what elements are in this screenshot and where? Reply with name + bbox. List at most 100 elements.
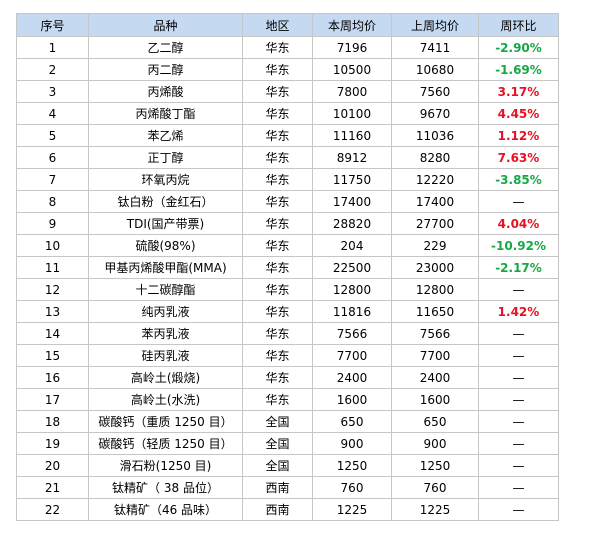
cell-no: 22 xyxy=(16,498,89,521)
header-no: 序号 xyxy=(16,13,89,37)
table-row: 13 纯丙乳液 华东 11816 11650 1.42% xyxy=(16,300,559,323)
cell-region: 华东 xyxy=(242,212,313,235)
cell-name: 苯乙烯 xyxy=(88,124,243,147)
table-row: 19 碳酸钙（轻质 1250 目） 全国 900 900— xyxy=(16,432,559,455)
cell-current-price: 2400 xyxy=(312,366,392,389)
cell-current-price: 22500 xyxy=(312,256,392,279)
table-row: 6 正丁醇 华东 8912 8280 7.63% xyxy=(16,146,559,169)
table-row: 4 丙烯酸丁酯 华东 10100 9670 4.45% xyxy=(16,102,559,125)
cell-no: 15 xyxy=(16,344,89,367)
cell-name: 正丁醇 xyxy=(88,146,243,169)
cell-previous-price: 7566 xyxy=(391,322,479,345)
cell-previous-price: 2400 xyxy=(391,366,479,389)
header-name: 品种 xyxy=(88,13,243,37)
cell-region: 全国 xyxy=(242,432,313,455)
cell-name: 钛白粉（金红石） xyxy=(88,190,243,213)
cell-region: 华东 xyxy=(242,124,313,147)
cell-current-price: 7800 xyxy=(312,80,392,103)
cell-name: 硅丙乳液 xyxy=(88,344,243,367)
cell-name: 高岭土(水洗) xyxy=(88,388,243,411)
price-table: 序号 品种 地区 本周均价 上周均价 周环比 1 乙二醇 华东 7196 7411 -2.… xyxy=(16,13,559,521)
cell-current-price: 12800 xyxy=(312,278,392,301)
cell-region: 华东 xyxy=(242,146,313,169)
cell-name: 高岭土(煅烧) xyxy=(88,366,243,389)
cell-region: 华东 xyxy=(242,256,313,279)
table-row: 12 十二碳醇酯 华东 12800 12800— xyxy=(16,278,559,301)
cell-previous-price: 1600 xyxy=(391,388,479,411)
cell-current-price: 1600 xyxy=(312,388,392,411)
table-row: 16 高岭土(煅烧) 华东 2400 2400— xyxy=(16,366,559,389)
cell-previous-price: 17400 xyxy=(391,190,479,213)
cell-previous-price: 12220 xyxy=(391,168,479,191)
cell-weekly-change: -10.92% xyxy=(478,234,559,257)
cell-no: 3 xyxy=(16,80,89,103)
cell-name: 十二碳醇酯 xyxy=(88,278,243,301)
cell-current-price: 10500 xyxy=(312,58,392,81)
cell-region: 华东 xyxy=(242,80,313,103)
cell-no: 9 xyxy=(16,212,89,235)
cell-previous-price: 23000 xyxy=(391,256,479,279)
cell-name: 碳酸钙（重质 1250 目） xyxy=(88,410,243,433)
cell-weekly-change: -3.85% xyxy=(478,168,559,191)
price-table-container: 序号 品种 地区 本周均价 上周均价 周环比 1 乙二醇 华东 7196 7411 -2.… xyxy=(16,13,559,521)
cell-previous-price: 11650 xyxy=(391,300,479,323)
cell-region: 华东 xyxy=(242,278,313,301)
cell-region: 华东 xyxy=(242,344,313,367)
cell-name: TDI(国产带票) xyxy=(88,212,243,235)
cell-previous-price: 7411 xyxy=(391,36,479,59)
cell-no: 8 xyxy=(16,190,89,213)
table-row: 21 钛精矿（ 38 品位） 西南 760 760— xyxy=(16,476,559,499)
cell-previous-price: 1225 xyxy=(391,498,479,521)
header-region: 地区 xyxy=(242,13,313,37)
table-body: 1 乙二醇 华东 7196 7411 -2.90% 2 丙二醇 华东 10500 10680 -1.6… xyxy=(16,36,559,521)
cell-weekly-change: — xyxy=(478,432,559,455)
cell-no: 13 xyxy=(16,300,89,323)
cell-region: 华东 xyxy=(242,388,313,411)
cell-current-price: 650 xyxy=(312,410,392,433)
cell-current-price: 17400 xyxy=(312,190,392,213)
cell-current-price: 7196 xyxy=(312,36,392,59)
cell-current-price: 8912 xyxy=(312,146,392,169)
table-row: 18 碳酸钙（重质 1250 目） 全国 650 650— xyxy=(16,410,559,433)
table-row: 14 苯丙乳液 华东 7566 7566— xyxy=(16,322,559,345)
cell-weekly-change: — xyxy=(478,410,559,433)
cell-region: 华东 xyxy=(242,190,313,213)
cell-previous-price: 7560 xyxy=(391,80,479,103)
table-header: 序号 品种 地区 本周均价 上周均价 周环比 xyxy=(16,13,559,37)
cell-name: 丙烯酸丁酯 xyxy=(88,102,243,125)
cell-weekly-change: — xyxy=(478,322,559,345)
cell-weekly-change: 3.17% xyxy=(478,80,559,103)
header-weekly-change: 周环比 xyxy=(478,13,559,37)
cell-name: 碳酸钙（轻质 1250 目） xyxy=(88,432,243,455)
table-row: 9 TDI(国产带票) 华东 28820 27700 4.04% xyxy=(16,212,559,235)
cell-previous-price: 11036 xyxy=(391,124,479,147)
cell-name: 丙烯酸 xyxy=(88,80,243,103)
table-row: 7 环氧丙烷 华东 11750 12220 -3.85% xyxy=(16,168,559,191)
cell-weekly-change: — xyxy=(478,278,559,301)
cell-region: 华东 xyxy=(242,366,313,389)
cell-no: 10 xyxy=(16,234,89,257)
cell-region: 华东 xyxy=(242,234,313,257)
cell-no: 12 xyxy=(16,278,89,301)
cell-no: 6 xyxy=(16,146,89,169)
cell-no: 11 xyxy=(16,256,89,279)
table-row: 15 硅丙乳液 华东 7700 7700— xyxy=(16,344,559,367)
cell-region: 全国 xyxy=(242,454,313,477)
table-row: 11 甲基丙烯酸甲酯(MMA) 华东 22500 23000 -2.17% xyxy=(16,256,559,279)
cell-current-price: 1250 xyxy=(312,454,392,477)
header-current-price: 本周均价 xyxy=(312,13,392,37)
cell-previous-price: 900 xyxy=(391,432,479,455)
cell-no: 21 xyxy=(16,476,89,499)
cell-name: 苯丙乳液 xyxy=(88,322,243,345)
cell-current-price: 900 xyxy=(312,432,392,455)
cell-current-price: 760 xyxy=(312,476,392,499)
table-row: 17 高岭土(水洗) 华东 1600 1600— xyxy=(16,388,559,411)
cell-weekly-change: 1.42% xyxy=(478,300,559,323)
cell-weekly-change: — xyxy=(478,388,559,411)
cell-previous-price: 12800 xyxy=(391,278,479,301)
cell-current-price: 10100 xyxy=(312,102,392,125)
cell-region: 华东 xyxy=(242,58,313,81)
cell-current-price: 7566 xyxy=(312,322,392,345)
header-row: 序号 品种 地区 本周均价 上周均价 周环比 xyxy=(16,13,559,37)
cell-no: 4 xyxy=(16,102,89,125)
